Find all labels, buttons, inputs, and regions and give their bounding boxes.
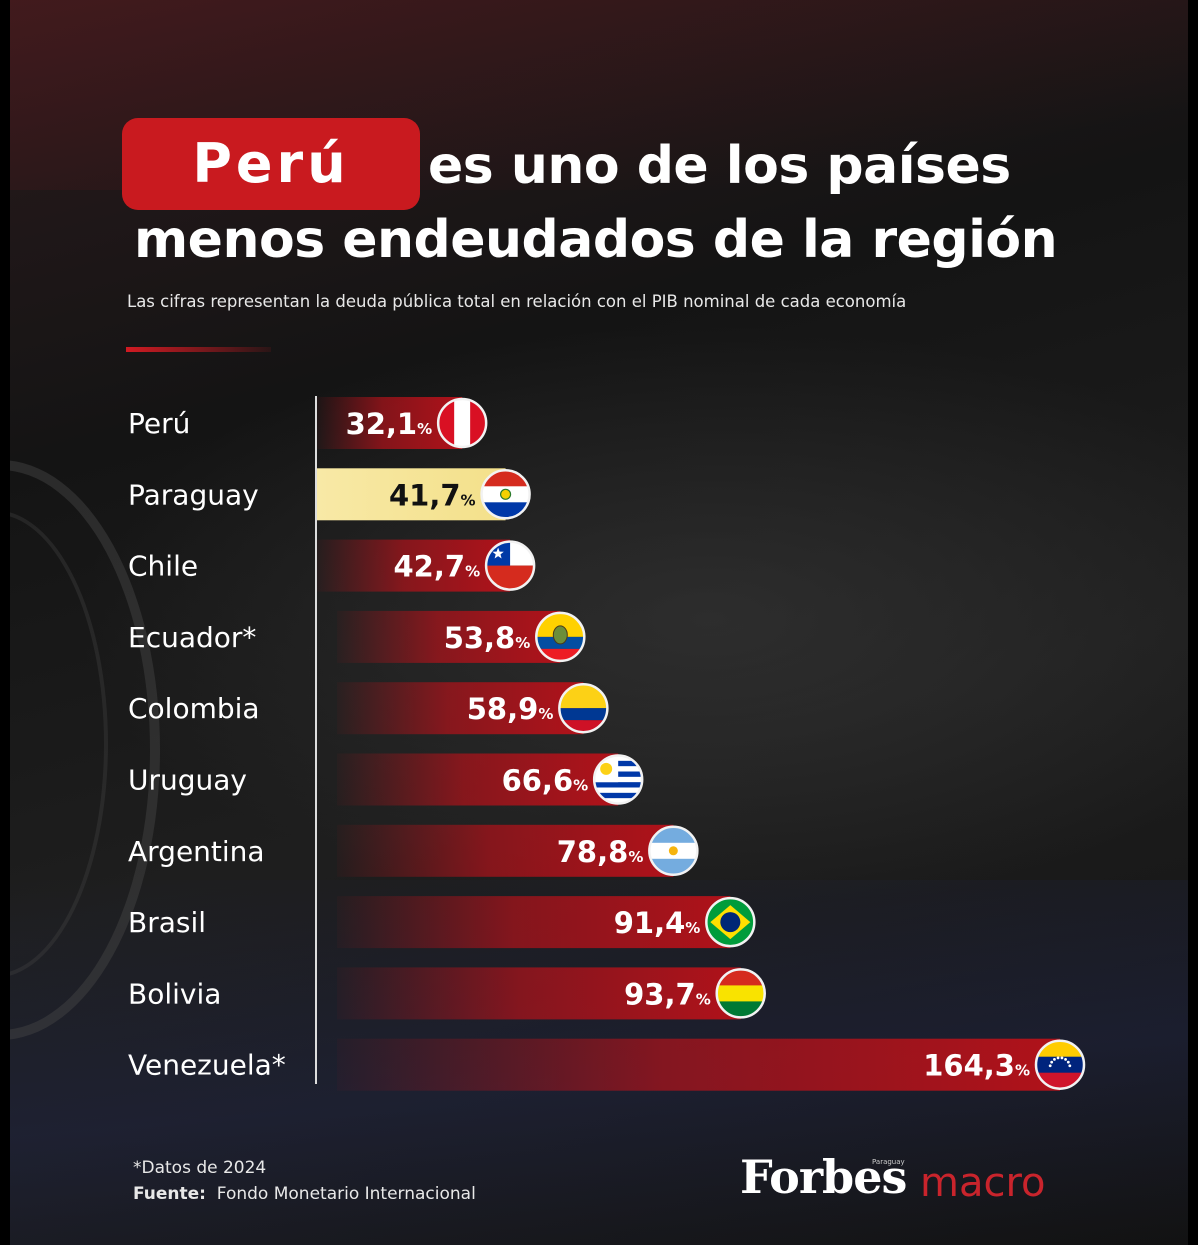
title-highlight-box <box>122 118 420 210</box>
flag-ring <box>715 968 766 1019</box>
value-label: 58,9% <box>467 692 554 726</box>
category-label: Ecuador* <box>128 621 256 654</box>
category-label: Colombia <box>128 692 260 725</box>
value-label: 66,6% <box>502 764 589 798</box>
source-note: Fuente: Fondo Monetario Internacional <box>133 1181 476 1207</box>
title-highlight-word: Perú <box>192 132 350 195</box>
bar <box>337 753 619 806</box>
value-label: 93,7% <box>624 977 711 1011</box>
bar <box>317 539 511 592</box>
bar <box>337 610 561 663</box>
source-value: Fondo Monetario Internacional <box>216 1184 476 1204</box>
category-label: Venezuela* <box>128 1049 286 1082</box>
value-label: 78,8% <box>557 835 644 869</box>
flag-ring <box>484 540 536 591</box>
category-label: Chile <box>128 550 198 583</box>
bar <box>337 682 584 735</box>
value-label: 42,7% <box>394 550 481 584</box>
category-label: Uruguay <box>128 764 247 797</box>
flag-ring <box>558 682 609 734</box>
category-label: Bolivia <box>128 977 221 1010</box>
flag-ring <box>648 825 699 877</box>
bar <box>317 468 506 521</box>
title-line-1: es uno de los países <box>428 136 1011 196</box>
chart-footnote: *Datos de 2024 Fuente: Fondo Monetario I… <box>133 1155 476 1207</box>
value-label: 53,8% <box>444 621 531 655</box>
category-label: Brasil <box>128 906 206 939</box>
chart-subtitle: Las cifras representan la deuda pública … <box>127 292 907 311</box>
accent-divider <box>126 347 271 352</box>
flag-ring <box>436 397 488 449</box>
value-label: 91,4% <box>614 906 701 940</box>
bar <box>337 824 674 877</box>
forbes-logo: Forbes <box>740 1150 907 1204</box>
infographic-poster <box>10 0 1188 1245</box>
flag-ring <box>592 754 644 805</box>
flag-ring <box>535 611 586 663</box>
flag-ring <box>705 896 756 948</box>
category-label: Argentina <box>128 835 265 868</box>
title-line-2: menos endeudados de la región <box>134 210 1058 270</box>
bar <box>337 1038 1060 1091</box>
source-label: Fuente: <box>133 1184 206 1204</box>
bar <box>337 896 731 949</box>
category-label: Perú <box>128 407 190 440</box>
flag-ring <box>480 469 531 520</box>
brazil-flag-icon <box>706 898 755 947</box>
chart-baseline-axis <box>315 396 317 1084</box>
category-label: Paraguay <box>128 478 259 511</box>
flag-ring <box>1034 1039 1086 1090</box>
data-year-note: *Datos de 2024 <box>133 1158 267 1178</box>
macro-section-logo: macro <box>920 1160 1046 1206</box>
bar <box>337 967 741 1020</box>
value-label: 41,7% <box>389 478 476 512</box>
value-label: 32,1% <box>346 407 433 441</box>
value-label: 164,3% <box>923 1049 1030 1083</box>
forbes-logo-edition: Paraguay <box>872 1158 905 1166</box>
